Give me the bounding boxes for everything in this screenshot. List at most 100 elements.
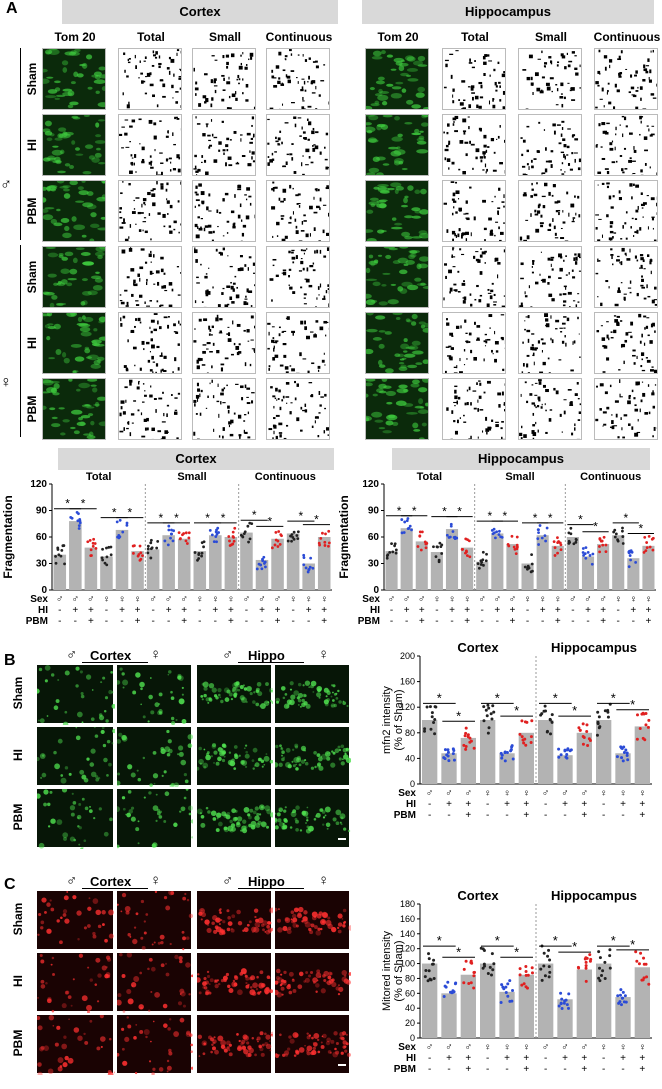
significance-star: * <box>503 509 508 523</box>
x-row-symbol: - <box>198 616 201 627</box>
data-point <box>510 744 514 748</box>
mito-speckle <box>119 294 122 296</box>
bar <box>615 997 631 1038</box>
mito-speckle <box>224 357 229 360</box>
tom20-speckle <box>411 236 423 239</box>
c-signal-speck <box>203 977 207 981</box>
mito-speckle <box>194 205 196 208</box>
data-point <box>596 720 600 724</box>
mito-speckle <box>568 271 570 275</box>
data-point <box>597 950 601 954</box>
x-row-symbol: + <box>464 605 470 616</box>
c-micrograph-texture <box>115 1016 194 1076</box>
mito-speckle <box>197 388 201 392</box>
mito-speckle <box>131 211 136 214</box>
b-signal-speck <box>115 780 121 786</box>
cortex-col-header-2: Small <box>208 30 241 44</box>
b-signal-speck <box>201 682 205 686</box>
x-row-symbol: - <box>571 616 574 627</box>
mito-speckle <box>619 73 621 77</box>
b-signal-speck <box>234 692 238 696</box>
mito-speckle <box>301 86 304 91</box>
b-signal-speck <box>290 694 296 700</box>
data-point <box>264 565 267 569</box>
data-point <box>169 536 172 540</box>
mito-speckle <box>177 200 180 203</box>
data-point <box>184 539 188 543</box>
mito-speckle <box>326 321 329 324</box>
mito-speckle <box>568 212 570 217</box>
mito-speckle <box>180 223 184 226</box>
mito-speckle <box>297 117 302 119</box>
tom20-speckle <box>45 246 56 249</box>
b-signal-speck <box>50 818 56 824</box>
mito-speckle <box>635 90 639 92</box>
tom20-speckle <box>77 316 83 322</box>
tom20-speckle <box>63 131 74 136</box>
b-micrograph-0-2 <box>196 664 275 724</box>
cortex-tile-0-0 <box>38 47 110 110</box>
tom20-speckle <box>418 437 425 441</box>
b-signal-speck <box>335 809 342 816</box>
mito-speckle <box>607 82 610 85</box>
mito-speckle <box>302 173 305 176</box>
tom20-speckle <box>410 321 417 326</box>
mito-speckle <box>573 257 576 261</box>
data-point <box>259 563 263 567</box>
c-signal-speck <box>209 978 214 983</box>
mito-speckle <box>137 273 141 277</box>
mito-speckle <box>601 182 605 185</box>
mito-speckle <box>200 217 204 220</box>
data-point <box>61 544 65 548</box>
c-signal-speck <box>212 1039 217 1044</box>
mito-speckle <box>495 85 498 88</box>
mito-speckle <box>531 430 535 434</box>
mito-speckle <box>206 342 211 345</box>
mito-speckle <box>502 90 506 95</box>
c-signal-speck <box>147 967 150 971</box>
tom20-speckle <box>98 161 106 165</box>
mito-speckle <box>561 162 564 165</box>
mito-speckle <box>493 68 496 72</box>
data-point <box>585 729 589 733</box>
b-signal-speck <box>102 743 107 748</box>
mito-speckle <box>203 159 207 163</box>
row-label-4: HI <box>25 337 39 349</box>
x-row-symbol: - <box>151 605 154 616</box>
mito-speckle <box>249 150 251 153</box>
mito-speckle <box>634 74 637 77</box>
b-signal-speck <box>228 751 232 754</box>
data-point <box>482 563 485 567</box>
b-signal-speck <box>75 666 80 671</box>
c-signal-speck <box>333 1031 338 1036</box>
data-point <box>623 994 627 998</box>
mito-speckle <box>168 282 173 286</box>
b-signal-speck <box>257 820 262 825</box>
data-point <box>78 519 82 523</box>
mito-speckle <box>141 146 145 151</box>
b-signal-speck <box>347 829 351 833</box>
data-point <box>182 532 186 535</box>
tom20-speckle <box>369 197 379 202</box>
tom20-speckle <box>414 189 421 195</box>
mito-speckle <box>484 54 488 57</box>
c-signal-speck <box>251 991 257 996</box>
c-signal-speck <box>279 983 283 987</box>
y-tick-label: 160 <box>400 914 415 924</box>
mito-speckle <box>463 131 466 135</box>
b-signal-speck <box>159 810 162 814</box>
mito-speckle <box>211 365 213 369</box>
mito-speckle <box>639 133 641 136</box>
mito-speckle <box>275 387 278 392</box>
mito-speckle <box>488 217 492 221</box>
mito-speckle <box>640 116 644 118</box>
x-row-symbol: ♂ <box>180 594 188 605</box>
mito-speckle <box>452 200 457 203</box>
data-point <box>640 978 644 982</box>
mito-speckle <box>531 165 534 169</box>
c-signal-speck <box>251 930 255 934</box>
tom20-speckle <box>95 90 100 95</box>
mito-speckle <box>498 226 500 230</box>
mito-speckle <box>131 119 136 123</box>
b-signal-speck <box>331 704 334 707</box>
